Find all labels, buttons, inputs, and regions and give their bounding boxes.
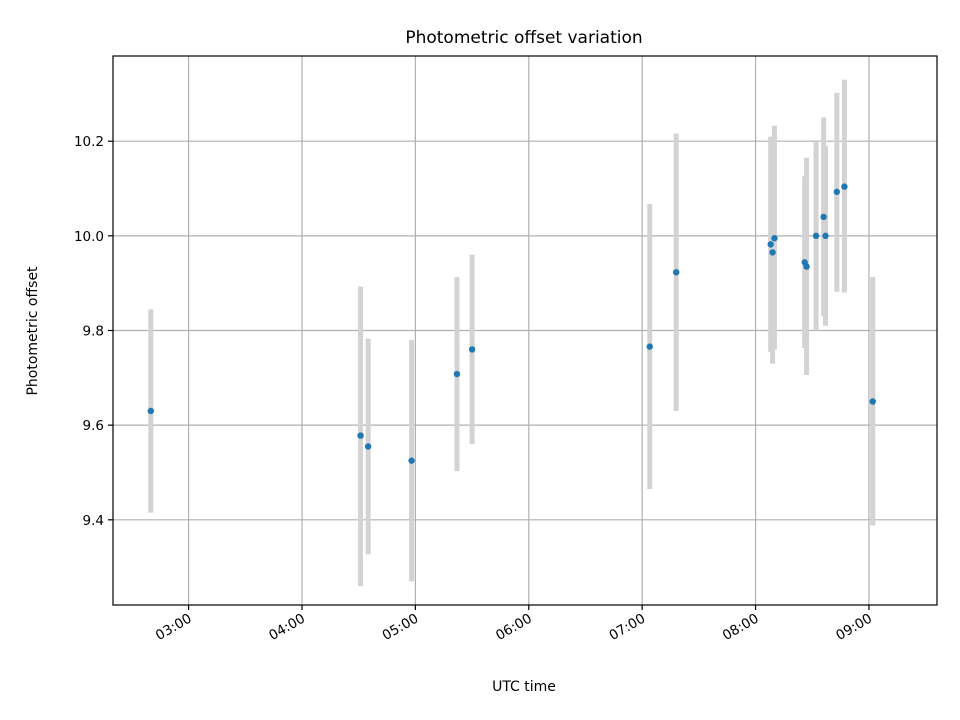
data-point	[841, 183, 848, 190]
data-point	[453, 370, 461, 378]
data-point	[771, 235, 778, 242]
data-point	[468, 346, 476, 353]
y-tick-label: 9.4	[83, 513, 104, 529]
y-axis-label: Photometric offset	[25, 266, 41, 396]
data-point	[822, 232, 829, 240]
x-axis-label: UTC time	[492, 679, 556, 695]
grid	[113, 56, 937, 605]
data-point	[364, 443, 372, 450]
data-point	[646, 343, 653, 350]
data-point	[833, 188, 841, 196]
data-point	[803, 263, 810, 270]
data-point	[672, 269, 680, 276]
data-point	[820, 213, 827, 221]
data-point	[769, 249, 776, 256]
points	[147, 183, 876, 464]
data-point	[869, 398, 876, 405]
chart-title: Photometric offset variation	[405, 28, 642, 48]
y-tick-label: 9.6	[83, 418, 104, 434]
y-axis-ticks: 9.4 9.6 9.8 10.0 10.2	[74, 134, 113, 529]
data-point	[812, 232, 820, 240]
y-tick-label: 10.0	[74, 229, 104, 245]
data-point	[408, 457, 415, 464]
data-point	[767, 241, 774, 248]
y-tick-label: 10.2	[74, 134, 104, 150]
data-point	[357, 432, 364, 439]
y-tick-label: 9.8	[83, 324, 104, 340]
data-point	[147, 407, 154, 415]
